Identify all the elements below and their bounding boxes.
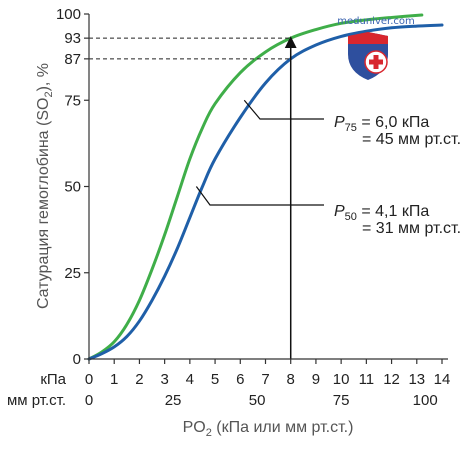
y-tick-label: 0 [73, 351, 81, 368]
x-unit-mmhg: мм рт.ст. [7, 392, 66, 409]
annotation-leader-line [195, 186, 324, 206]
x-tick-label-mmhg: 75 [333, 392, 350, 409]
x-tick-label-kpa: 13 [408, 371, 425, 388]
shield-cross-icon [348, 32, 388, 80]
x-tick-label-kpa: 10 [333, 371, 350, 388]
x-tick-label-mmhg: 100 [413, 392, 438, 409]
x-tick-label-kpa: 12 [383, 371, 400, 388]
x-tick-label-kpa: 6 [236, 371, 244, 388]
x-tick-label-kpa: 2 [135, 371, 143, 388]
y-tick-label: 50 [64, 179, 81, 196]
annotation-p75-kpa: P75 = 6,0 кПа [334, 114, 429, 134]
y-axis-label: Сатурация гемоглобина (SO2), % [35, 63, 55, 309]
y-tick-label: 100 [56, 6, 81, 23]
series-line-1 [87, 13, 424, 361]
x-tick-label-kpa: 0 [85, 371, 93, 388]
annotation-leader-line [243, 99, 324, 120]
x-tick-label-kpa: 11 [359, 371, 375, 388]
y-tick-label: 87 [64, 51, 81, 68]
annotation-p75-mmhg: = 45 мм рт.ст. [362, 131, 461, 148]
annotation-p50-kpa: P50 = 4,1 кПа [334, 203, 429, 223]
x-tick-label-mmhg: 25 [165, 392, 182, 409]
x-tick-label-kpa: 14 [434, 371, 451, 388]
x-tick-label-mmhg: 0 [85, 392, 93, 409]
annotation-p50-mmhg: = 31 мм рт.ст. [362, 220, 461, 237]
x-tick-label-kpa: 7 [261, 371, 269, 388]
y-tick-label: 25 [64, 265, 81, 282]
series-line-2 [87, 23, 444, 361]
x-tick-label-kpa: 9 [312, 371, 320, 388]
x-tick-label-kpa: 5 [211, 371, 219, 388]
x-axis-label: PO2 (кПа или мм рт.ст.) [183, 419, 354, 439]
x-tick-label-kpa: 4 [186, 371, 194, 388]
y-tick-label: 93 [64, 30, 81, 47]
x-tick-label-kpa: 3 [160, 371, 168, 388]
x-tick-label-mmhg: 50 [249, 392, 266, 409]
x-tick-label-kpa: 8 [287, 371, 295, 388]
x-unit-kpa: кПа [40, 371, 66, 388]
watermark: meduniver.com [337, 16, 415, 80]
x-tick-label-kpa: 1 [110, 371, 118, 388]
watermark-text: meduniver.com [337, 16, 415, 27]
y-tick-label: 75 [64, 92, 81, 109]
